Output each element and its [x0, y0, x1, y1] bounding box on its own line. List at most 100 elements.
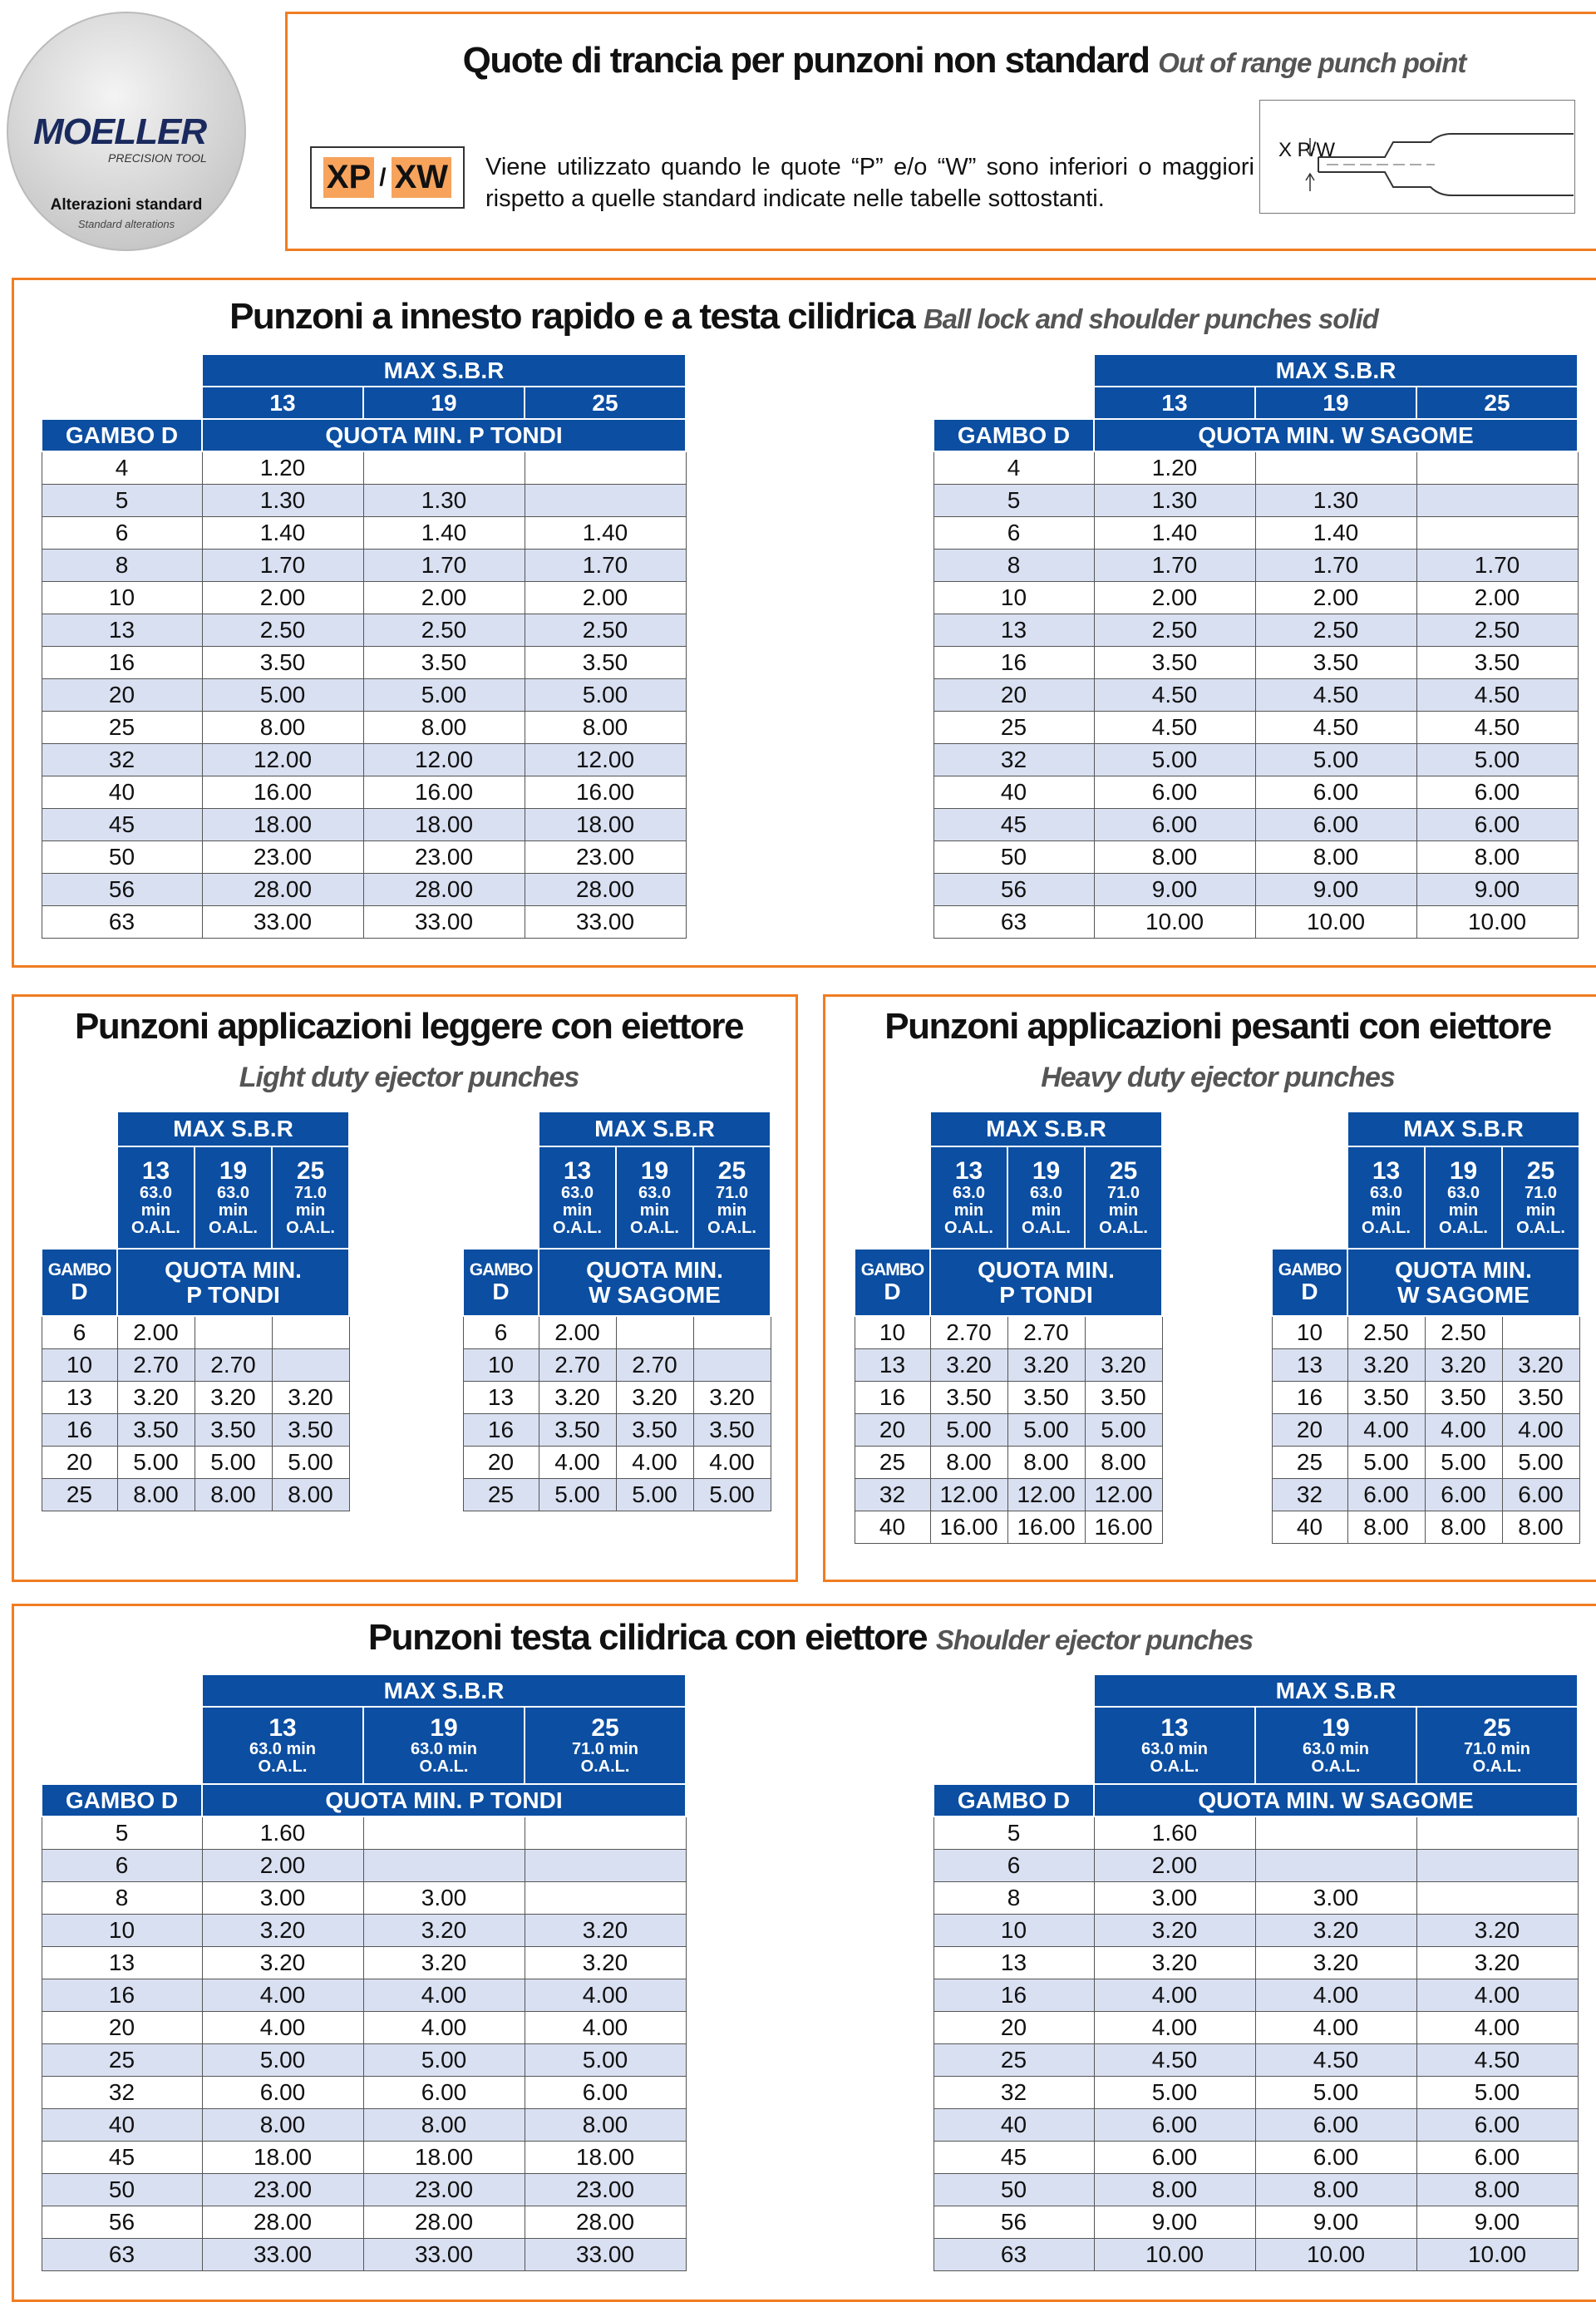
data-row: 6 1.40 1.40 — [933, 515, 1579, 550]
data-row: 13 3.20 3.20 3.20 — [933, 1945, 1579, 1979]
gambo-cell: 10 — [933, 1913, 1095, 1947]
header-row: MAX S.B.R — [463, 1111, 772, 1147]
section-box — [12, 278, 1596, 968]
gambo-cell: 25 — [854, 1445, 931, 1479]
value-cell: 9.00 — [1093, 2205, 1256, 2239]
value-cell: 28.00 — [201, 872, 364, 906]
sub-header: QUOTA MIN. P TONDI — [200, 418, 687, 452]
column-header: 13 63.0 min O.A.L. — [201, 1706, 364, 1785]
column-header: 25 71.0 min O.A.L. — [270, 1146, 351, 1250]
value-cell: 2.00 — [362, 580, 525, 614]
value-cell: 5.00 — [201, 678, 364, 712]
data-row: 10 2.00 2.00 2.00 — [41, 580, 687, 614]
cell-line: min — [295, 1200, 326, 1220]
gambo-cell: 20 — [933, 2010, 1095, 2044]
data-row: 45 6.00 6.00 6.00 — [933, 2140, 1579, 2174]
value-cell: 5.00 — [362, 678, 525, 712]
gambo-cell: 13 — [41, 613, 203, 647]
empty-cell — [855, 1112, 930, 1146]
value-cell: 5.00 — [271, 1445, 350, 1479]
data-row: 25 8.00 8.00 8.00 — [41, 1477, 350, 1511]
value-cell: 4.50 — [1416, 2043, 1579, 2077]
value-cell: 5.00 — [1093, 2075, 1256, 2109]
data-row: 10 2.50 2.50 — [1271, 1315, 1580, 1349]
value-cell: 5.00 — [362, 2043, 525, 2077]
data-row: 63 33.00 33.00 33.00 — [41, 2237, 687, 2271]
cell-line: QUOTA MIN. — [165, 1257, 302, 1284]
section-title: Punzoni applicazioni leggere con eiettor… — [75, 1006, 744, 1047]
column-header: 19 63.0 min O.A.L. — [615, 1146, 694, 1250]
data-row: 6 2.00 — [41, 1848, 687, 1882]
value-cell: 18.00 — [362, 2140, 525, 2174]
column-header: 13 — [201, 386, 364, 420]
value-cell: 3.00 — [1093, 1881, 1256, 1915]
gambo-cell: 16 — [933, 1978, 1095, 2012]
value-cell: 4.00 — [1416, 1978, 1579, 2012]
data-row: 32 5.00 5.00 5.00 — [933, 2075, 1579, 2109]
gambo-cell: 20 — [41, 1445, 118, 1479]
cell-line: O.A.L. — [1150, 1757, 1199, 1777]
gambo-cell: 6 — [41, 515, 203, 550]
cell-line: 63.0 — [1370, 1183, 1402, 1202]
value-cell: 16.00 — [1084, 1510, 1163, 1544]
value-cell: 8.00 — [1424, 1510, 1503, 1544]
value-cell: 28.00 — [362, 2205, 525, 2239]
value-cell — [362, 1816, 525, 1850]
row-header: GAMBO D — [462, 1248, 539, 1317]
value-cell: 8.00 — [524, 710, 687, 744]
header-row: GAMBO D QUOTA MIN. P TONDI — [41, 418, 687, 452]
gambo-cell: 16 — [462, 1412, 539, 1447]
header-row: GAMBO D QUOTA MIN. P TONDI — [854, 1248, 1164, 1317]
gambo-cell: 45 — [933, 2140, 1095, 2174]
value-cell: 2.50 — [1347, 1315, 1426, 1349]
value-cell — [362, 1848, 525, 1882]
value-cell: 4.00 — [692, 1445, 771, 1479]
column-header: 19 63.0 min O.A.L. — [194, 1146, 273, 1250]
cell-line: 71.0 — [1107, 1183, 1140, 1202]
group-header: MAX S.B.R — [1092, 353, 1579, 387]
gambo-cell: 32 — [933, 742, 1095, 776]
cell-line: GAMBO D — [957, 1787, 1071, 1813]
column-header: 19 63.0 min O.A.L. — [1424, 1146, 1503, 1250]
sub-header: QUOTA MIN. P TONDI — [929, 1248, 1164, 1317]
cell-line: O.A.L. — [944, 1218, 993, 1237]
gambo-cell: 32 — [1271, 1477, 1348, 1511]
section-box — [12, 994, 798, 1582]
value-cell: 3.20 — [1347, 1348, 1426, 1382]
data-row: 5 1.60 — [41, 1816, 687, 1850]
value-cell: 2.00 — [524, 580, 687, 614]
value-cell — [524, 1848, 687, 1882]
gambo-cell: 32 — [854, 1477, 931, 1511]
column-header: 25 — [523, 386, 687, 420]
group-header: MAX S.B.R — [1092, 1674, 1579, 1708]
value-cell: 3.50 — [1501, 1380, 1580, 1414]
cell-line: QUOTA MIN. W SAGOME — [1198, 1787, 1474, 1813]
value-cell: 2.00 — [1093, 1848, 1256, 1882]
data-row: 40 8.00 8.00 8.00 — [41, 2107, 687, 2142]
data-row: 10 3.20 3.20 3.20 — [933, 1913, 1579, 1947]
group-header: MAX S.B.R — [1346, 1111, 1581, 1147]
gambo-cell: 16 — [41, 1978, 203, 2012]
cell-line: O.A.L. — [707, 1218, 756, 1237]
value-cell: 5.00 — [524, 2043, 687, 2077]
cell-line: W SAGOME — [1397, 1281, 1530, 1308]
value-cell: 28.00 — [524, 872, 687, 906]
diagram: X P/W — [1259, 100, 1575, 214]
cell-line: min — [953, 1200, 984, 1220]
cell-line: 63.0 min — [1140, 1740, 1209, 1759]
value-cell: 1.20 — [1093, 451, 1256, 485]
data-row: 25 5.00 5.00 5.00 — [41, 2043, 687, 2077]
cell-line: 19 — [431, 389, 457, 416]
data-table: MAX S.B.R 13 63.0 min O.A.L. 19 63.0 min O.A.L… — [41, 1674, 687, 2271]
data-row: 4 1.20 — [933, 451, 1579, 485]
diagram-label: X P/W — [1278, 139, 1336, 161]
gambo-cell: 6 — [933, 1848, 1095, 1882]
value-cell: 8.00 — [201, 2107, 364, 2142]
gambo-cell: 56 — [933, 2205, 1095, 2239]
gambo-cell: 40 — [854, 1510, 931, 1544]
code-xp: XP — [323, 157, 375, 198]
cell-line: 19 — [219, 1157, 248, 1186]
code-xw: XW — [391, 157, 452, 198]
cell-line: 19 — [1323, 389, 1349, 416]
column-header: 25 71.0 min O.A.L. — [1415, 1706, 1579, 1785]
